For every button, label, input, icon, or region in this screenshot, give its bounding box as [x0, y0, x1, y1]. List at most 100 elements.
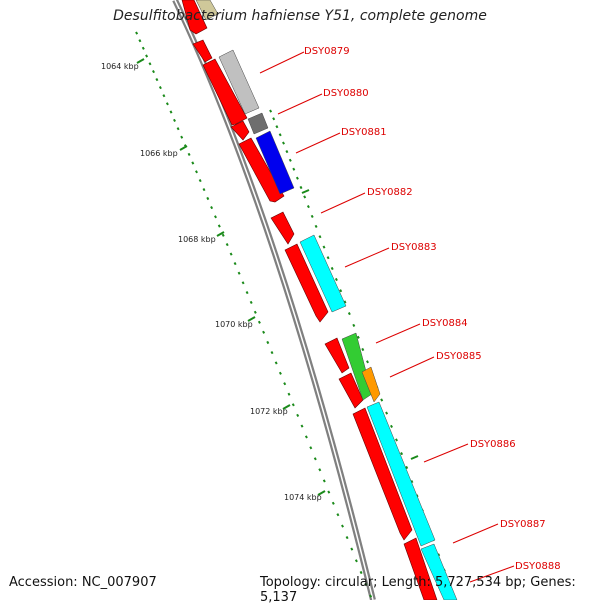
gene-arrow[interactable] — [324, 337, 350, 374]
gene-arrow[interactable] — [284, 243, 329, 323]
scale-dot — [292, 167, 296, 171]
scale-dot — [241, 281, 245, 285]
gene-arrow[interactable] — [352, 407, 413, 541]
scale-dot — [249, 300, 253, 304]
gene-arrow[interactable] — [181, 0, 208, 35]
scale-dot — [269, 109, 273, 113]
scale-dot — [361, 347, 365, 352]
gene-arrow[interactable] — [238, 137, 285, 203]
scale-dot — [334, 277, 338, 282]
gene-label[interactable]: DSY0883 — [391, 242, 437, 253]
scale-tick — [179, 145, 188, 151]
scale-tick — [247, 316, 256, 322]
axis-label: 1068 kbp — [178, 235, 216, 244]
scale-dot — [272, 117, 276, 121]
scale-dot — [169, 110, 173, 114]
gene-block[interactable] — [366, 401, 436, 547]
gene-label[interactable]: DSY0879 — [304, 46, 350, 57]
gene-arrow[interactable] — [202, 58, 248, 126]
gene-label[interactable]: DSY0886 — [470, 439, 516, 450]
scale-dot — [339, 289, 343, 293]
scale-dot — [343, 300, 347, 304]
scale-dot — [313, 457, 317, 461]
scale-dot — [300, 424, 304, 428]
scale-dot — [405, 465, 409, 470]
scale-dot — [253, 310, 257, 314]
scale-dot — [180, 135, 184, 139]
gene-arrow[interactable] — [192, 39, 213, 63]
gene-block[interactable] — [218, 49, 260, 115]
scale-ticks — [136, 58, 326, 496]
scale-dot — [299, 185, 303, 190]
gene-block[interactable] — [255, 130, 295, 195]
scale-dot — [356, 335, 360, 339]
scale-dot — [138, 39, 142, 43]
axis-label: 1070 kbp — [215, 320, 253, 329]
scale-dot — [322, 245, 326, 249]
scale-dot — [345, 536, 349, 540]
axis-label: 1072 kbp — [250, 407, 288, 416]
scale-dot — [221, 233, 225, 237]
scale-dot — [278, 133, 282, 137]
gene-block[interactable] — [420, 543, 458, 600]
scale-dot — [152, 70, 155, 74]
scale-tick — [282, 404, 291, 410]
scale-dot — [354, 559, 358, 563]
gene-block[interactable] — [299, 234, 347, 313]
scale-dot — [336, 513, 340, 517]
scale-dot — [191, 161, 195, 165]
gene-label[interactable]: DSY0885 — [436, 351, 482, 362]
scale-dot — [214, 215, 217, 219]
scale-dot — [270, 351, 274, 355]
scale-dot — [369, 594, 373, 598]
scale-dot — [198, 179, 202, 183]
scale-dot — [380, 398, 384, 402]
scale-dot — [350, 547, 354, 551]
genes-inner — [181, 0, 438, 600]
scale-dot — [245, 291, 249, 295]
scale-dot — [347, 312, 351, 316]
gene-block[interactable] — [195, 0, 219, 21]
scale-dot — [287, 392, 291, 396]
gene-block[interactable] — [361, 366, 381, 403]
gene-label[interactable]: DSY0882 — [367, 187, 413, 198]
gene-arrow[interactable] — [270, 211, 295, 245]
scale-dot — [291, 403, 295, 407]
scale-dot — [274, 361, 278, 365]
gene-label[interactable]: DSY0884 — [422, 318, 468, 329]
scale-dot — [327, 490, 331, 494]
scale-dot — [187, 152, 191, 156]
scale-dot — [285, 150, 289, 154]
scale-tick — [317, 490, 326, 496]
scale-dot — [341, 524, 344, 528]
axis-label: 1064 kbp — [101, 62, 139, 71]
scale-dot — [283, 382, 287, 386]
scale-dot — [217, 224, 221, 228]
scale-dot — [229, 252, 233, 256]
scale-dot — [309, 446, 313, 450]
gene-label[interactable]: DSY0887 — [500, 519, 546, 530]
gene-label[interactable]: DSY0888 — [515, 561, 561, 572]
gene-block[interactable] — [247, 112, 269, 135]
scale-dot — [141, 46, 145, 50]
scale-dot — [303, 195, 307, 199]
scale-dot — [318, 468, 322, 472]
genome-summary: Topology: circular; Length: 5,727,534 bp… — [260, 575, 576, 605]
scale-dot — [278, 371, 282, 375]
scale-dot — [165, 102, 169, 106]
scale-dot — [318, 235, 322, 239]
scale-dot — [262, 330, 266, 334]
scale-tick — [136, 58, 145, 64]
gene-label[interactable]: DSY0880 — [323, 88, 369, 99]
scale-dot — [296, 413, 300, 417]
scale-dot — [326, 256, 330, 260]
gene-arrow[interactable] — [403, 537, 438, 600]
scale-dot — [173, 118, 176, 122]
scale-dot — [282, 141, 285, 145]
scale-dot — [145, 54, 149, 58]
page-title: Desulfitobacterium hafniense Y51, comple… — [113, 8, 487, 24]
gene-label[interactable]: DSY0881 — [341, 127, 387, 138]
scale-dot — [322, 479, 326, 483]
scale-dot — [352, 323, 356, 327]
gene-arrow[interactable] — [230, 120, 250, 141]
